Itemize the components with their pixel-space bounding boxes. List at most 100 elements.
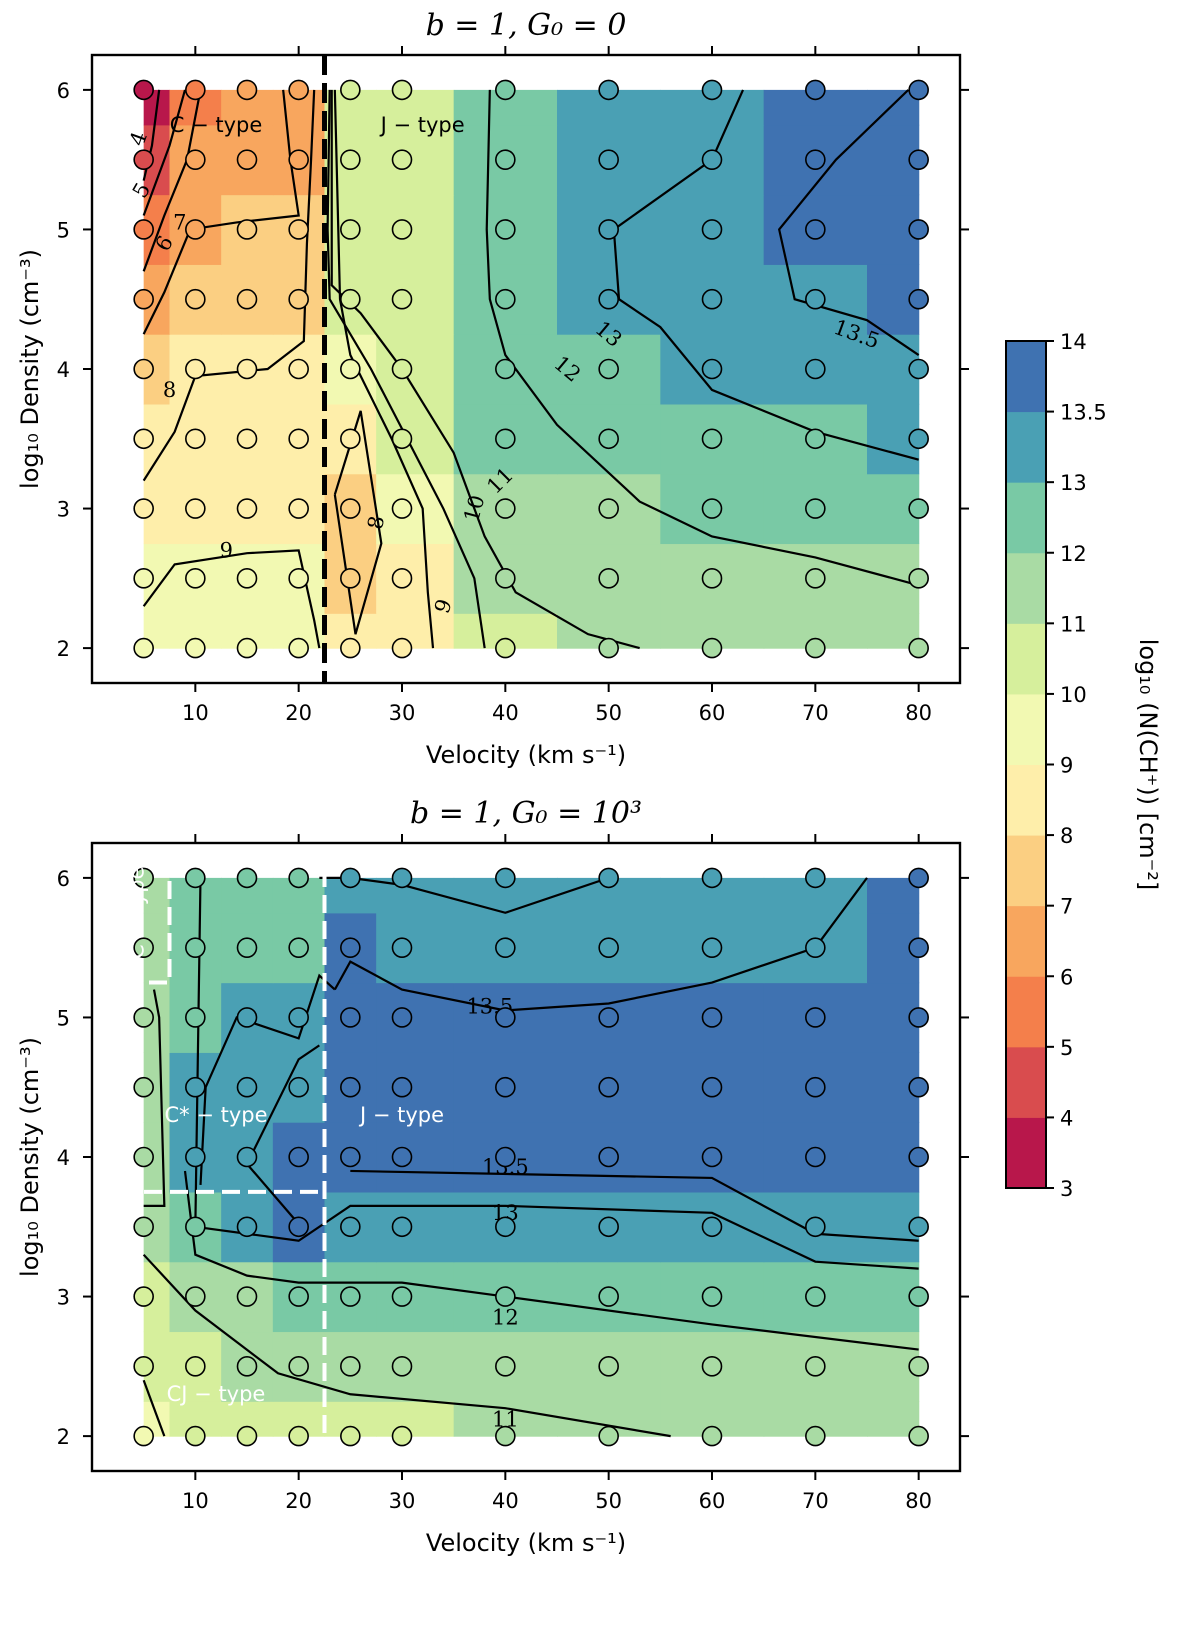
colorbar-tick-label: 13 (1060, 471, 1087, 495)
model-point (805, 1356, 826, 1377)
model-point (288, 288, 309, 310)
model-point (288, 428, 309, 450)
contour-cell (376, 1261, 455, 1333)
model-point (133, 358, 154, 380)
model-point (495, 867, 516, 889)
contour-label: 12 (492, 1305, 519, 1329)
model-point (288, 1076, 309, 1098)
model-point (598, 358, 619, 380)
colorbar-tick-label: 10 (1060, 683, 1087, 707)
contour-fill (143, 877, 920, 1437)
x-tick-label: 80 (905, 701, 932, 725)
model-point (236, 1356, 258, 1377)
model-point (805, 937, 826, 958)
model-point (495, 219, 516, 240)
model-point (185, 149, 206, 170)
model-point (908, 1425, 929, 1447)
model-point (701, 1007, 723, 1028)
contour-line (142, 89, 187, 216)
x-tick-label: 40 (492, 701, 519, 725)
model-point (133, 1007, 154, 1028)
model-point (908, 79, 929, 101)
contour-line (199, 973, 336, 1185)
model-point (805, 1216, 826, 1238)
model-point (133, 1146, 154, 1168)
model-point (133, 867, 154, 889)
model-point (340, 149, 361, 170)
region-label: C* − type (164, 1103, 267, 1127)
model-point (805, 498, 826, 519)
contour-cell (376, 982, 455, 1053)
model-point (236, 568, 258, 589)
model-point (598, 79, 619, 101)
model-point (495, 1425, 516, 1447)
model-point (288, 1146, 309, 1168)
model-point (185, 428, 206, 450)
x-axis-label: Velocity (km s⁻¹) (426, 741, 626, 769)
model-point (391, 1146, 413, 1168)
colorbar-tick-label: 4 (1060, 1106, 1073, 1130)
colorbar-tick-label: 9 (1060, 754, 1073, 778)
colorbar-tick-label: 6 (1060, 965, 1073, 989)
model-point (340, 1286, 361, 1307)
colorbar-band (1006, 341, 1046, 413)
contour-line (777, 89, 920, 356)
model-point (495, 149, 516, 170)
model-point (805, 1146, 826, 1168)
model-point (185, 219, 206, 240)
model-point (236, 498, 258, 519)
model-point (340, 1146, 361, 1168)
panel-title: b = 1, G₀ = 10³ (410, 796, 642, 831)
colorbar-band (1006, 976, 1046, 1048)
colorbar: 14 13.5 13 12 11 10 9 8 7 6 5 4 3 log₁₀ (N(CH⁺)) [cm⁻… (1005, 330, 1162, 1201)
model-point (236, 428, 258, 450)
x-tick-label: 10 (182, 701, 209, 725)
model-point (185, 498, 206, 519)
model-point (185, 1146, 206, 1168)
model-point (495, 1007, 516, 1028)
model-point (391, 1216, 413, 1238)
model-point (185, 937, 206, 958)
model-point (236, 1216, 258, 1238)
model-point (598, 1356, 619, 1377)
model-point (908, 149, 929, 170)
model-point (805, 1286, 826, 1307)
model-point (598, 288, 619, 310)
model-point (185, 568, 206, 589)
x-tick-label: 20 (285, 1489, 312, 1513)
contour-cell (376, 89, 455, 126)
model-point (288, 568, 309, 589)
model-point (908, 867, 929, 889)
contour-line (142, 549, 321, 649)
model-point (598, 867, 619, 889)
model-point (805, 1425, 826, 1447)
model-point (598, 637, 619, 659)
model-point (391, 428, 413, 450)
model-point (340, 937, 361, 958)
contour-label: 9 (220, 538, 233, 562)
model-point (598, 1216, 619, 1238)
model-point (340, 428, 361, 450)
y-tick-label: 4 (57, 1146, 70, 1170)
model-point (908, 1146, 929, 1168)
model-point (133, 288, 154, 310)
model-point (908, 568, 929, 589)
model-point (391, 568, 413, 589)
contour-label: 8 (163, 378, 176, 402)
model-point (133, 498, 154, 519)
model-point (340, 1216, 361, 1238)
model-point (701, 1146, 723, 1168)
model-point (391, 358, 413, 380)
model-point (340, 1356, 361, 1377)
model-point (288, 1216, 309, 1238)
model-point (391, 1007, 413, 1028)
model-point (185, 1356, 206, 1377)
contour-cell (376, 334, 455, 405)
model-point (391, 867, 413, 889)
model-point (288, 1356, 309, 1377)
model-point (133, 149, 154, 170)
y-axis-label: log₁₀ Density (cm⁻³) (16, 249, 44, 489)
colorbar-band (1006, 411, 1046, 483)
contour-line (485, 89, 919, 587)
